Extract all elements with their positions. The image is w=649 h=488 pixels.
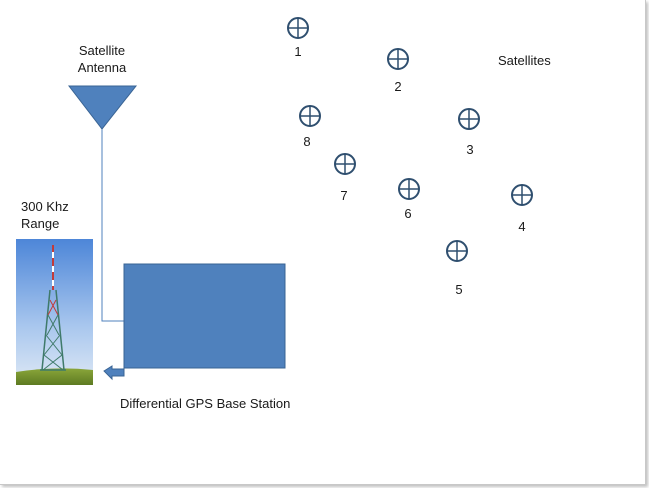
arrow-left-icon	[103, 365, 125, 381]
base-station-label: Differential GPS Base Station	[120, 396, 291, 411]
antenna-label-line1: Satellite	[78, 43, 126, 58]
antenna-cable	[101, 129, 124, 322]
satellite-number: 5	[455, 282, 463, 297]
satellite-icon	[334, 153, 356, 175]
satellite-icon	[299, 105, 321, 127]
antenna-label: Satellite Antenna	[60, 43, 144, 75]
satellite-layer	[287, 17, 533, 262]
base-station-box	[123, 263, 286, 369]
range-label: 300 Khz Range	[21, 199, 69, 231]
antenna-icon	[67, 85, 138, 130]
satellite-icon	[458, 108, 480, 130]
tower-image	[16, 239, 93, 385]
satellite-icon	[446, 240, 468, 262]
satellite-number: 7	[340, 188, 348, 203]
satellite-icon	[287, 17, 309, 39]
satellite-icon	[387, 48, 409, 70]
satellite-number: 8	[303, 134, 311, 149]
satellite-icon	[398, 178, 420, 200]
satellite-number: 1	[294, 44, 302, 59]
satellite-number: 2	[394, 79, 402, 94]
satellite-number: 3	[466, 142, 474, 157]
range-label-line2: Range	[21, 216, 60, 231]
satellite-number: 4	[518, 219, 526, 234]
satellites-label: Satellites	[498, 53, 551, 68]
satellite-number: 6	[404, 206, 412, 221]
range-label-line1: 300 Khz	[21, 199, 69, 214]
satellite-icon	[511, 184, 533, 206]
antenna-label-line2: Antenna	[77, 60, 127, 75]
